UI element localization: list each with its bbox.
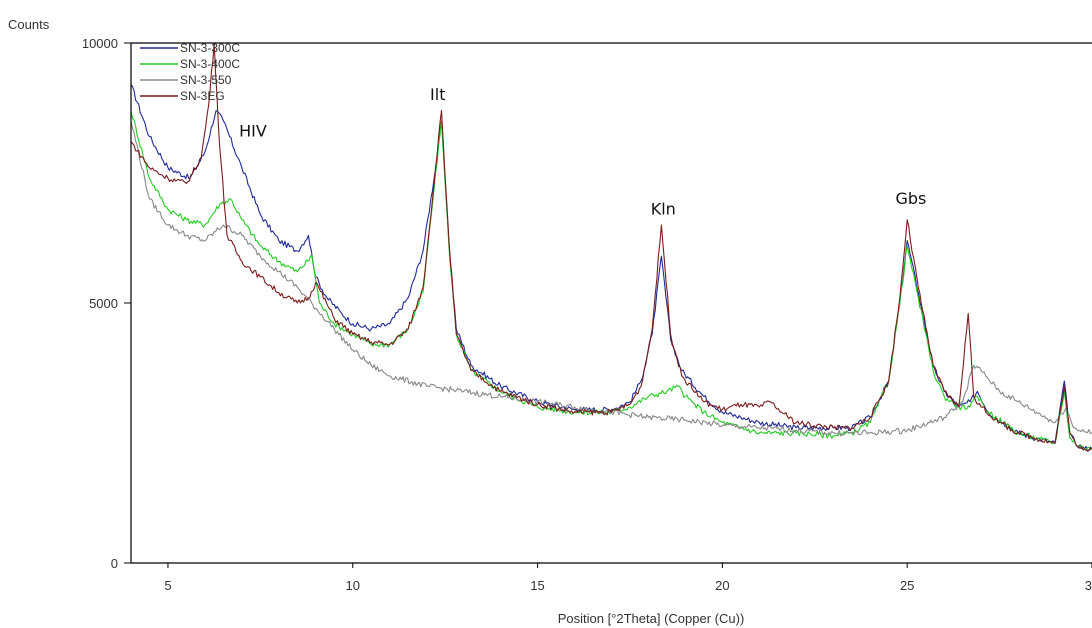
- series-line-sn-3eg: [130, 42, 1092, 452]
- legend-label: SN-3-550: [180, 73, 232, 87]
- y-tick-label: 5000: [89, 296, 118, 311]
- series-line-sn-3-550: [130, 120, 1092, 437]
- y-tick-label: 0: [111, 556, 118, 571]
- legend-label: SN-3EG: [180, 89, 225, 103]
- legend: SN-3-300C SN-3-400C SN-3-550 SN-3EG: [140, 41, 240, 103]
- x-tick-label: 10: [346, 578, 360, 593]
- peak-label-hiv: HIV: [239, 122, 267, 141]
- x-tick-label: 30: [1085, 578, 1092, 593]
- x-tick-label: 5: [164, 578, 171, 593]
- x-tick-label: 25: [900, 578, 914, 593]
- annotations-group: HIV Ilt Kln Gbs: [239, 85, 926, 218]
- x-tick-label: 15: [530, 578, 544, 593]
- series-group: [130, 42, 1092, 452]
- peak-label-gbs: Gbs: [895, 189, 926, 208]
- x-axis-title: Position [°2Theta] (Copper (Cu)): [558, 611, 745, 626]
- legend-label: SN-3-300C: [180, 41, 240, 55]
- y-tick-label: 10000: [82, 36, 118, 51]
- x-tick-label: 20: [715, 578, 729, 593]
- plot-background: [131, 43, 1092, 563]
- legend-label: SN-3-400C: [180, 57, 240, 71]
- peak-label-kln: Kln: [651, 200, 676, 219]
- y-axis-title: Counts: [8, 17, 50, 32]
- peak-label-ilt: Ilt: [430, 85, 445, 104]
- ticks-group: 5 10 15 20 25 30 0 5000 10000: [82, 36, 1092, 593]
- plot-area: [131, 43, 1092, 563]
